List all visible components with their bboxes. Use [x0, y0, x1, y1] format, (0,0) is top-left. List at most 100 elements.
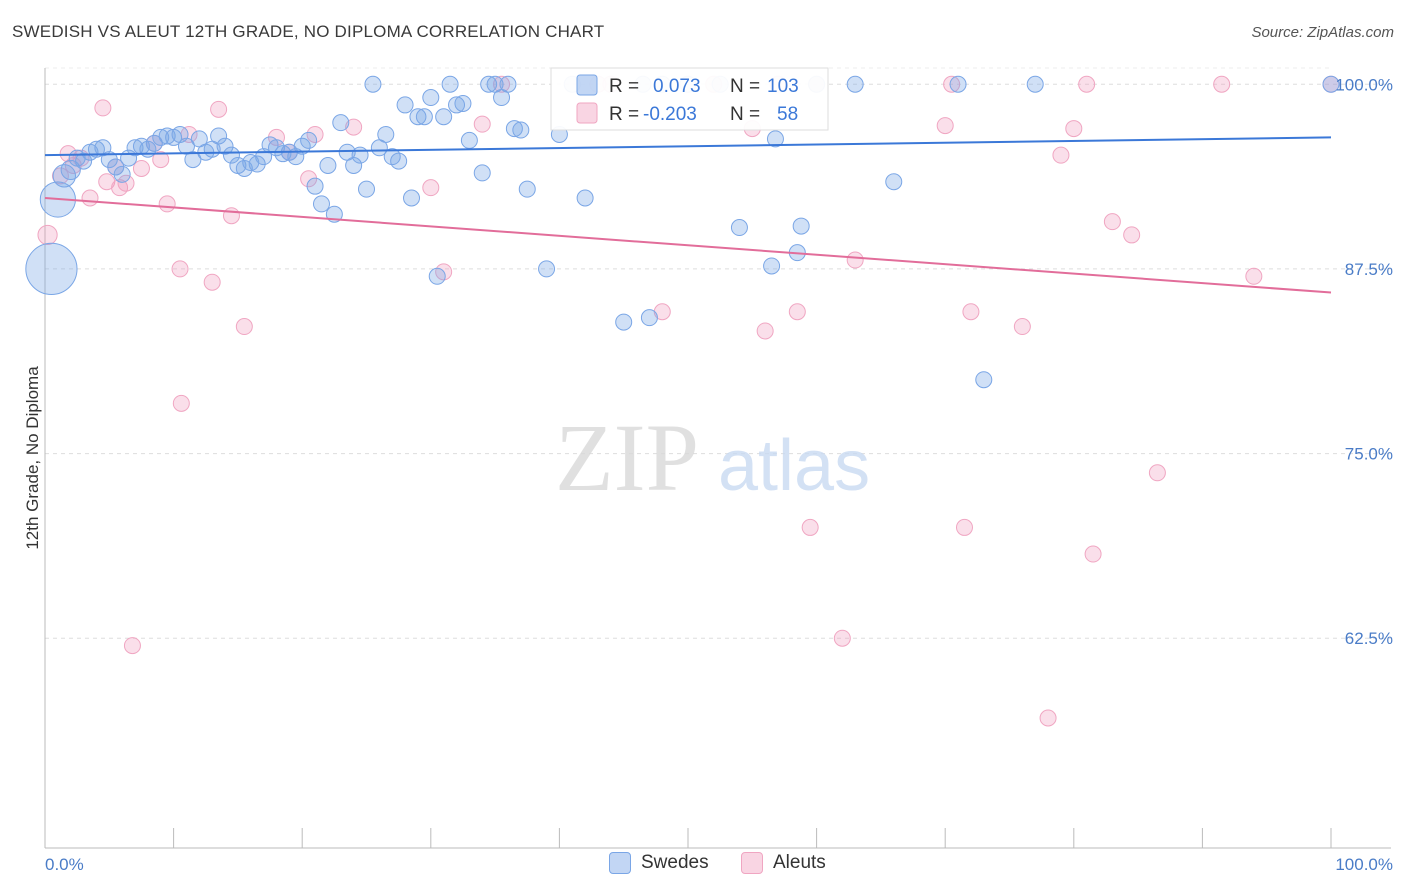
swedes-point	[274, 145, 292, 163]
aleuts-point	[94, 99, 112, 117]
aleuts-point	[81, 189, 99, 207]
swedes-point	[113, 165, 131, 183]
swedes-point	[319, 157, 337, 174]
swedes-point	[332, 114, 350, 132]
swedes-point	[300, 131, 318, 149]
swedes-point	[1322, 75, 1340, 93]
aleuts-swatch	[741, 852, 763, 874]
aleuts-point	[493, 75, 511, 93]
swedes-point	[358, 180, 375, 198]
swedes-point	[52, 164, 76, 188]
swedes-point	[454, 94, 472, 112]
swedes-point	[396, 96, 414, 114]
swedes-point	[75, 152, 93, 170]
swedes-point	[60, 159, 81, 181]
swedes-point	[505, 120, 523, 138]
aleuts-point	[171, 260, 189, 278]
legend-n-label-aleuts: N =	[730, 104, 760, 125]
chart-title: SWEDISH VS ALEUT 12TH GRADE, NO DIPLOMA …	[12, 22, 605, 41]
swedes-point	[473, 164, 491, 182]
swedes-point	[390, 152, 408, 170]
watermark-atlas: atlas	[718, 426, 870, 506]
y-axis-title: 12th Grade, No Diploma	[23, 366, 42, 550]
y-tick-label: 75.0%	[1345, 445, 1393, 464]
swedes-point	[364, 75, 382, 93]
legend-n-value-swedes: 103	[767, 76, 799, 97]
aleuts-point	[1148, 464, 1166, 482]
aleuts-point	[1084, 545, 1102, 563]
legend-r-label-swedes: R =	[609, 76, 639, 97]
swedes-point	[210, 127, 228, 145]
aleuts-point	[473, 115, 491, 133]
aleuts-point	[203, 273, 221, 291]
swedes-point	[615, 313, 633, 331]
swedes-swatch	[609, 852, 631, 874]
trend-layer	[44, 136, 1332, 294]
aleuts-point	[756, 322, 774, 340]
aleuts-point	[833, 629, 851, 647]
swedes-point	[222, 146, 240, 164]
aleuts-point	[51, 167, 69, 185]
swedes-point	[87, 140, 105, 158]
swedes-point	[409, 108, 427, 126]
aleuts-trendline	[44, 197, 1332, 294]
swedes-point	[576, 189, 594, 207]
swedes-point	[145, 134, 163, 152]
aleuts-point	[943, 75, 961, 93]
swedes-point	[460, 131, 478, 149]
aleuts-point	[345, 118, 363, 136]
swedes-point	[730, 219, 748, 237]
points-layer	[25, 75, 1340, 727]
swedes-point	[640, 309, 658, 327]
aleuts-point	[801, 518, 819, 536]
aleuts-point	[235, 318, 253, 336]
legend-n-label-swedes: N =	[730, 76, 760, 97]
aleuts-point	[123, 637, 141, 655]
aleuts-point	[158, 195, 176, 213]
aleuts-point	[117, 174, 135, 192]
bottom-legend-swedes[interactable]: Swedes	[609, 852, 709, 874]
swedes-point	[949, 75, 967, 93]
watermark: ZIP atlas	[555, 404, 870, 511]
aleuts-label: Aleuts	[773, 852, 826, 873]
aleuts-point	[955, 518, 973, 536]
aleuts-point	[1078, 75, 1096, 93]
swedes-point	[763, 257, 781, 275]
aleuts-point	[846, 251, 864, 269]
swedes-point	[126, 139, 144, 157]
swedes-point	[158, 127, 176, 145]
bottom-legend-aleuts[interactable]: Aleuts	[741, 852, 826, 874]
aleuts-point	[37, 224, 58, 246]
swedes-trendline	[44, 136, 1332, 157]
aleuts-point	[172, 394, 190, 412]
y-tick-label: 87.5%	[1345, 260, 1393, 279]
legend-r-value-swedes: 0.073	[653, 76, 701, 97]
aleuts-point	[1039, 709, 1057, 727]
swedes-point	[216, 137, 234, 155]
chart-source: Source: ZipAtlas.com	[1251, 24, 1394, 41]
swedes-point	[792, 217, 810, 235]
aleuts-point	[788, 303, 806, 321]
swedes-point	[499, 75, 517, 93]
swedes-point	[518, 180, 536, 198]
swedes-point	[435, 108, 453, 126]
swedes-point	[512, 121, 530, 139]
aleuts-point	[1103, 213, 1121, 231]
aleuts-point	[1065, 120, 1083, 138]
aleuts-point	[132, 159, 150, 177]
grid-layer	[45, 67, 1391, 639]
swedes-point	[448, 96, 466, 114]
aleuts-point	[1213, 75, 1231, 93]
aleuts-point	[210, 100, 228, 118]
swedes-point	[415, 108, 433, 126]
legend-r-label-aleuts: R =	[609, 104, 639, 125]
aleuts-point	[1123, 226, 1141, 244]
swedes-point	[293, 137, 311, 155]
swedes-point	[975, 371, 993, 389]
aleuts-point	[1013, 318, 1031, 336]
swedes-point	[441, 75, 459, 93]
swedes-point	[428, 267, 446, 285]
swedes-point	[1026, 75, 1044, 93]
swedes-point	[766, 130, 784, 148]
x-tick-label-min: 0.0%	[45, 855, 84, 874]
